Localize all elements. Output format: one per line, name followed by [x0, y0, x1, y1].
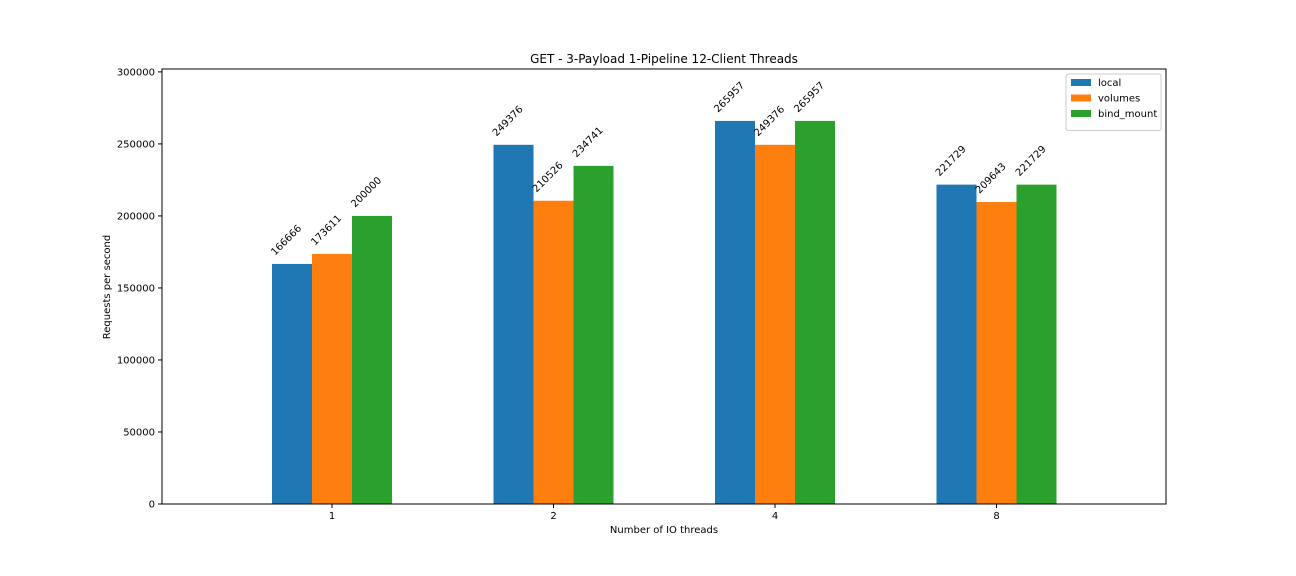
- legend-swatch-bind_mount: [1071, 110, 1091, 117]
- bar-volumes-1: [312, 253, 352, 504]
- bar-volumes-2: [533, 200, 574, 504]
- data-label: 265957: [792, 80, 827, 115]
- y-tick-label: 250000: [117, 139, 155, 150]
- legend-label-volumes: volumes: [1098, 94, 1140, 105]
- y-tick-label: 50000: [123, 427, 155, 438]
- data-label: 200000: [349, 175, 384, 210]
- x-tick-label: 2: [550, 511, 556, 522]
- x-tick-label: 8: [993, 511, 999, 522]
- bar-volumes-4: [755, 144, 795, 504]
- y-tick-label: 300000: [117, 67, 155, 78]
- x-axis-title: Number of IO threads: [610, 525, 718, 536]
- data-label: 210526: [531, 160, 566, 195]
- bar-bind_mount-8: [1016, 184, 1057, 504]
- legend-swatch-volumes: [1071, 94, 1091, 102]
- x-tick-label: 1: [329, 511, 335, 522]
- bar-local-4: [715, 120, 755, 504]
- axes-layer: 1 2 4 8 0 50000 100000 150000 200000 250000 300000: [117, 67, 1167, 522]
- bar-bind_mount-4: [795, 120, 835, 504]
- y-tick-label: 150000: [117, 283, 155, 294]
- plot-frame: [161, 68, 1167, 505]
- data-label: 221729: [934, 144, 969, 179]
- x-tick-label: 4: [772, 511, 778, 522]
- data-label: 265957: [712, 80, 747, 115]
- data-label: 173611: [309, 213, 344, 248]
- bar-local-2: [493, 144, 534, 504]
- y-tick-label: 100000: [117, 355, 155, 366]
- legend-label-local: local: [1098, 78, 1121, 89]
- y-axis-title: Requests per second: [102, 235, 113, 339]
- data-label: 209643: [974, 161, 1009, 196]
- legend-label-bind_mount: bind_mount: [1098, 109, 1157, 120]
- data-label: 249376: [491, 104, 526, 139]
- bar-volumes-8: [976, 202, 1017, 505]
- bar-local-8: [936, 184, 977, 504]
- bar-bind_mount-1: [352, 215, 392, 504]
- legend-swatch-local: [1071, 79, 1091, 86]
- data-label: 249376: [752, 104, 787, 139]
- bar-local-1: [272, 263, 312, 504]
- bar-bind_mount-2: [573, 165, 614, 504]
- chart-title: GET - 3-Payload 1-Pipeline 12-Client Thr…: [530, 52, 798, 66]
- data-label: 234741: [571, 125, 606, 160]
- data-label: 221729: [1014, 144, 1049, 179]
- y-tick-label: 0: [149, 500, 155, 511]
- y-tick-label: 200000: [117, 211, 155, 222]
- legend: local volumes bind_mount: [1065, 73, 1162, 131]
- bars-layer: [272, 120, 1057, 505]
- data-label: 166666: [269, 223, 304, 258]
